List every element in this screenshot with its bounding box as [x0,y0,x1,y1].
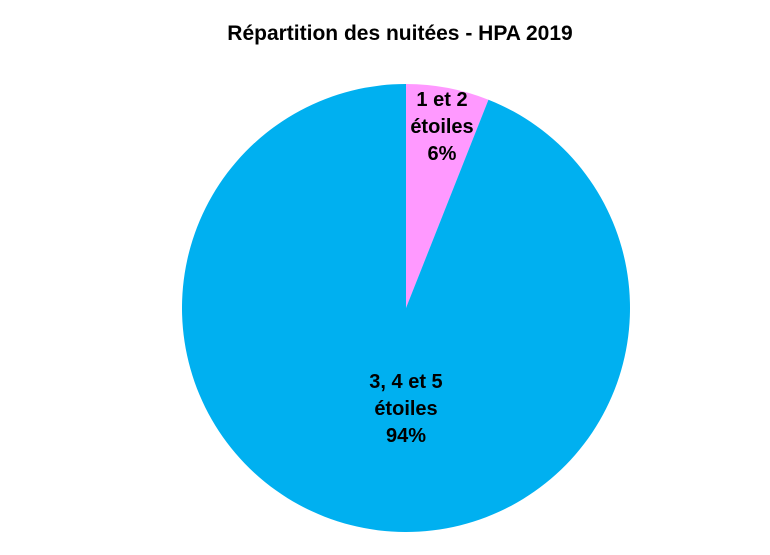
pie-slice-label-line: étoiles [374,398,437,420]
pie-slice-label-line: étoiles [410,116,473,138]
pie-slice-label-line: 1 et 2 [416,89,467,111]
pie-slice-label-line: 94% [386,425,426,447]
pie-slice-label-line: 3, 4 et 5 [369,371,442,393]
pie-slice-1 [406,84,489,308]
pie-labels: 1 et 2 étoiles 6% 3, 4 et 5 étoiles 94% [369,89,473,447]
pie-slice-label-2: 3, 4 et 5 étoiles 94% [369,371,442,447]
pie-slices [182,84,631,532]
chart-title: Répartition des nuitées - HPA 2019 [227,22,573,45]
pie-slice-label-line: 6% [428,143,457,165]
pie-slice-label-1: 1 et 2 étoiles 6% [410,89,473,165]
pie-slice-2 [182,84,631,532]
